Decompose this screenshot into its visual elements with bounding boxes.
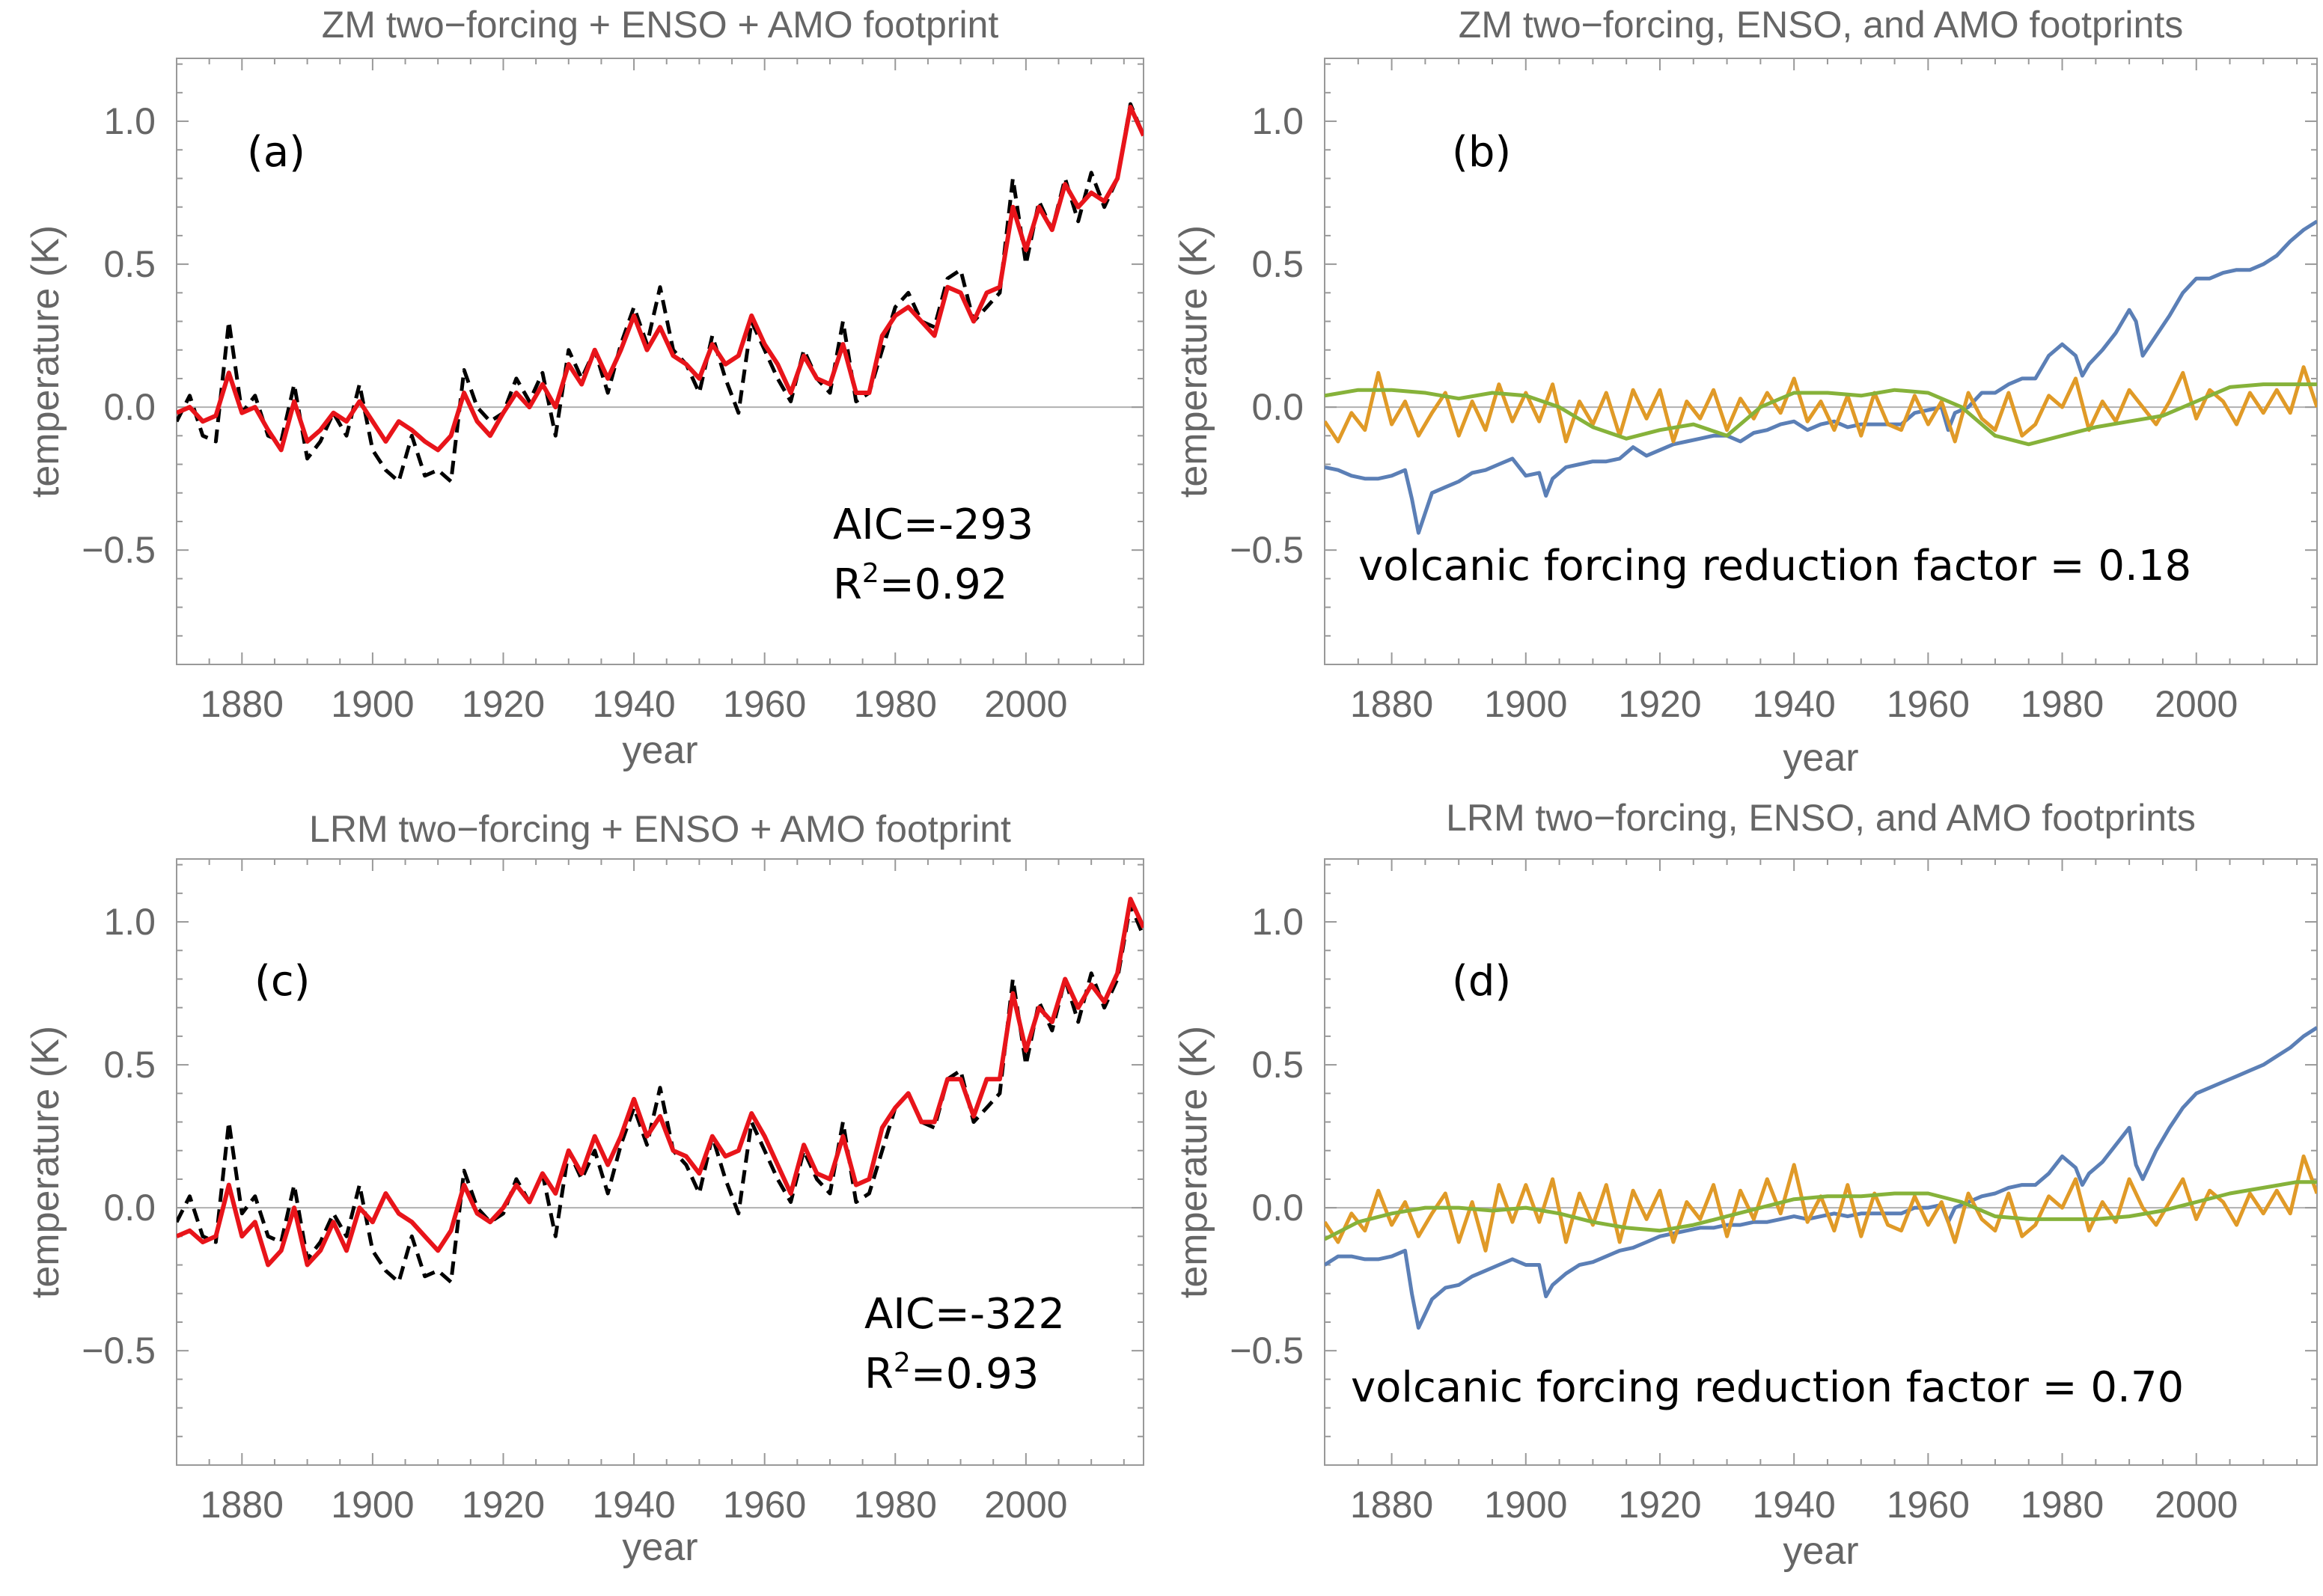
series-line-AMO bbox=[1325, 382, 2317, 447]
volcanic-factor-note: volcanic forcing reduction factor = 0.70 bbox=[1351, 1363, 2184, 1412]
x-axis-label: year bbox=[1783, 1529, 1858, 1573]
series-line-two-forcing bbox=[1325, 219, 2317, 535]
plot-frame bbox=[1324, 58, 2318, 665]
y-tick-label: 0.0 bbox=[103, 1187, 156, 1229]
x-tick-label: 1940 bbox=[592, 1484, 675, 1526]
volcanic-factor-note: volcanic forcing reduction factor = 0.18 bbox=[1358, 542, 2191, 590]
x-axis-label: year bbox=[622, 1526, 697, 1569]
panel-b: 1.0 0.5 0.0 −0.5 1880 1900 1920 1940 1960 1980 200… bbox=[1172, 4, 2318, 780]
panel-title: ZM two−forcing + ENSO + AMO footprint bbox=[322, 4, 999, 46]
y-tick-label: −0.5 bbox=[82, 529, 156, 571]
y-tick-label: −0.5 bbox=[1230, 529, 1304, 571]
y-axis-label: temperature (K) bbox=[1172, 1026, 1215, 1298]
series-line-fit bbox=[177, 896, 1144, 1268]
x-tick-label: 1920 bbox=[462, 683, 545, 725]
x-axis-label: year bbox=[1783, 736, 1858, 780]
panel-d: 1.0 0.5 0.0 −0.5 1880 1900 1920 1940 1960 1980 200… bbox=[1172, 797, 2318, 1573]
r-squared-superscript: 2 bbox=[862, 558, 879, 589]
series-group bbox=[1325, 219, 2317, 535]
y-tick-label: 0.5 bbox=[1251, 1044, 1304, 1086]
x-tick-label: 1900 bbox=[331, 683, 414, 725]
y-tick-label: 0.0 bbox=[1251, 1187, 1304, 1229]
y-axis-label: temperature (K) bbox=[24, 225, 67, 498]
y-tick-label: 1.0 bbox=[103, 100, 156, 142]
y-tick-label: 0.0 bbox=[103, 386, 156, 428]
y-tick-label: 0.5 bbox=[103, 243, 156, 285]
x-tick-label: 1900 bbox=[1484, 1484, 1567, 1526]
panel-label: (a) bbox=[247, 128, 305, 177]
y-axis-label: temperature (K) bbox=[1172, 225, 1215, 498]
panel-c: 1.0 0.5 0.0 −0.5 1880 1900 1920 1940 1960 1980 200… bbox=[24, 808, 1144, 1569]
y-tick-label: 1.0 bbox=[103, 901, 156, 943]
x-tick-label: 2000 bbox=[984, 683, 1067, 725]
x-tick-label: 1940 bbox=[1753, 1484, 1836, 1526]
x-tick-label: 2000 bbox=[984, 1484, 1067, 1526]
panel-title: ZM two−forcing, ENSO, and AMO footprints bbox=[1459, 4, 2183, 46]
plot-frame bbox=[176, 858, 1144, 1466]
x-tick-label: 1880 bbox=[201, 683, 284, 725]
x-tick-label: 1920 bbox=[1618, 1484, 1701, 1526]
y-tick-label: 1.0 bbox=[1251, 100, 1304, 142]
x-tick-label: 1940 bbox=[592, 683, 675, 725]
series-line-fit bbox=[177, 105, 1144, 453]
x-tick-label: 1900 bbox=[1484, 683, 1567, 725]
r-squared-value: R2=0.92 bbox=[833, 558, 1007, 609]
panel-label: (b) bbox=[1452, 128, 1511, 177]
r-squared-symbol: R bbox=[833, 560, 862, 609]
y-tick-label: 0.5 bbox=[103, 1044, 156, 1086]
r-squared-number: =0.92 bbox=[879, 560, 1008, 609]
x-tick-label: 2000 bbox=[2155, 683, 2238, 725]
panel-a: 1.0 0.5 0.0 −0.5 1880 1900 1920 1940 1960 1980 200… bbox=[24, 4, 1144, 772]
r-squared-value: R2=0.93 bbox=[864, 1348, 1039, 1398]
x-tick-label: 1920 bbox=[1618, 683, 1701, 725]
x-tick-label: 1960 bbox=[1887, 1484, 1970, 1526]
aic-value: AIC=-322 bbox=[864, 1290, 1065, 1339]
series-line-AMO bbox=[1325, 1180, 2317, 1241]
aic-value: AIC=-293 bbox=[833, 501, 1034, 549]
y-tick-label: 0.5 bbox=[1251, 243, 1304, 285]
series-line-observed bbox=[177, 902, 1144, 1284]
series-group bbox=[177, 896, 1144, 1284]
y-axis-label: temperature (K) bbox=[24, 1026, 67, 1298]
y-tick-label: −0.5 bbox=[1230, 1330, 1304, 1372]
plot-frame bbox=[1324, 858, 2318, 1466]
x-axis-label: year bbox=[622, 729, 697, 772]
y-tick-label: 1.0 bbox=[1251, 901, 1304, 943]
panel-label: (d) bbox=[1452, 957, 1511, 1006]
panel-title: LRM two−forcing + ENSO + AMO footprint bbox=[309, 808, 1011, 850]
series-line-ENSO bbox=[1325, 365, 2317, 444]
x-tick-label: 1980 bbox=[854, 683, 937, 725]
x-tick-label: 1880 bbox=[201, 1484, 284, 1526]
series-line-two-forcing bbox=[1325, 1026, 2317, 1330]
series-group bbox=[1325, 1026, 2317, 1330]
x-tick-label: 2000 bbox=[2155, 1484, 2238, 1526]
series-line-observed bbox=[177, 102, 1144, 483]
y-tick-label: −0.5 bbox=[82, 1330, 156, 1372]
x-tick-label: 1940 bbox=[1753, 683, 1836, 725]
y-tick-label: 0.0 bbox=[1251, 386, 1304, 428]
x-tick-label: 1920 bbox=[462, 1484, 545, 1526]
series-line-ENSO bbox=[1325, 1154, 2317, 1253]
x-tick-label: 1980 bbox=[2021, 1484, 2104, 1526]
x-tick-label: 1960 bbox=[1887, 683, 1970, 725]
x-tick-label: 1960 bbox=[723, 683, 806, 725]
r-squared-superscript: 2 bbox=[894, 1348, 911, 1378]
plot-frame bbox=[176, 58, 1144, 665]
x-tick-label: 1960 bbox=[723, 1484, 806, 1526]
x-tick-label: 1980 bbox=[2021, 683, 2104, 725]
x-tick-label: 1980 bbox=[854, 1484, 937, 1526]
x-tick-label: 1880 bbox=[1350, 1484, 1433, 1526]
r-squared-symbol: R bbox=[864, 1350, 894, 1398]
x-tick-label: 1900 bbox=[331, 1484, 414, 1526]
x-tick-label: 1880 bbox=[1350, 683, 1433, 725]
panel-title: LRM two−forcing, ENSO, and AMO footprint… bbox=[1446, 797, 2196, 839]
panel-label: (c) bbox=[254, 957, 310, 1006]
series-group bbox=[177, 102, 1144, 483]
r-squared-number: =0.93 bbox=[911, 1350, 1040, 1398]
